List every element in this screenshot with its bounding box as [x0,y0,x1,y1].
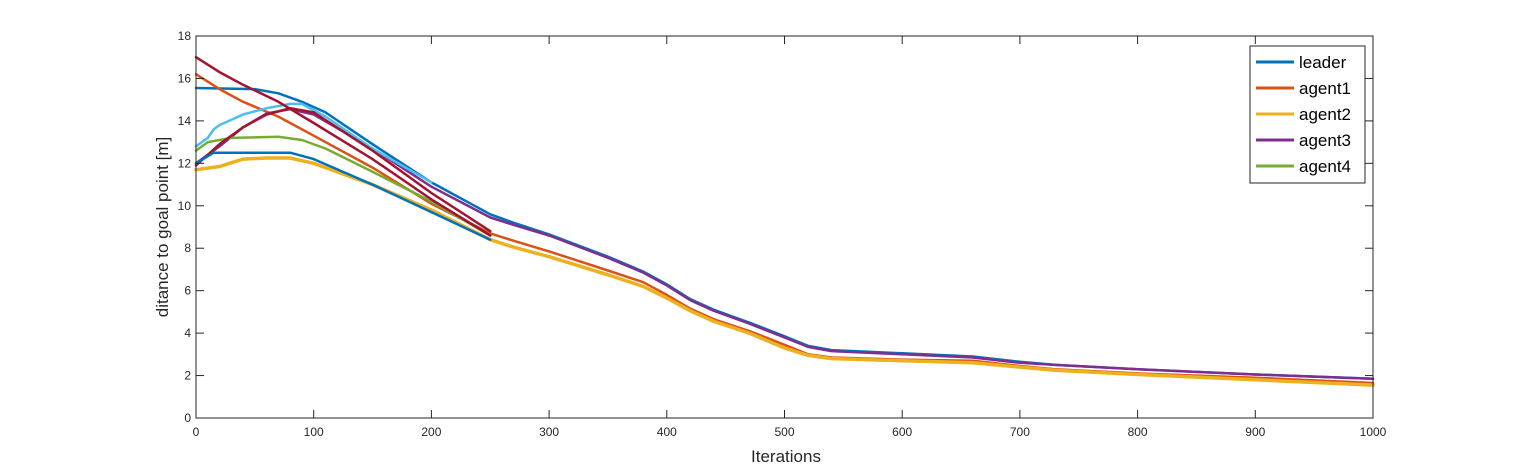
legend-label-leader: leader [1299,53,1347,72]
legend-label-agent4: agent4 [1299,157,1351,176]
series-line-extra-7 [194,106,492,233]
series-line-agent2 [194,156,1375,387]
x-tick-label: 300 [539,425,559,439]
series-line-agent3 [194,107,1375,380]
x-tick-label: 600 [892,425,912,439]
x-tick-label: 900 [1245,425,1265,439]
x-tick-label: 500 [774,425,794,439]
series-line-extra-6 [194,55,492,237]
x-axis-label: Iterations [751,447,821,466]
series-line-extra-4 [194,135,492,237]
x-tick-label: 700 [1010,425,1030,439]
y-tick-label: 4 [184,326,191,340]
y-tick-label: 2 [184,369,191,383]
x-tick-label: 200 [421,425,441,439]
series-layer [194,55,1375,387]
x-tick-label: 0 [193,425,200,439]
y-tick-label: 6 [184,284,191,298]
y-axis-label: ditance to goal point [m] [153,137,172,318]
x-tick-label: 100 [304,425,324,439]
legend-label-agent3: agent3 [1299,131,1351,150]
ticks-layer: 0 100 200 300 400 500 600 700 800 900 1000 0 2 4 6 8 10 1… [178,29,1387,439]
series-line-extra-8 [194,151,492,241]
y-tick-label: 10 [178,199,192,213]
x-tick-label: 400 [657,425,677,439]
x-tick-label: 800 [1128,425,1148,439]
axes-background [196,36,1373,418]
y-tick-label: 12 [178,156,192,170]
plot-area [196,36,1373,418]
legend-label-agent1: agent1 [1299,79,1351,98]
x-tick-label: 1000 [1360,425,1387,439]
y-tick-label: 14 [178,114,192,128]
legend: leader agent1 agent2 agent3 agent4 [1249,45,1366,184]
legend-label-agent2: agent2 [1299,105,1351,124]
series-line-extra-5 [194,102,433,184]
y-tick-label: 16 [178,71,192,85]
y-tick-label: 0 [184,411,191,425]
y-tick-label: 8 [184,241,191,255]
y-tick-label: 18 [178,29,192,43]
